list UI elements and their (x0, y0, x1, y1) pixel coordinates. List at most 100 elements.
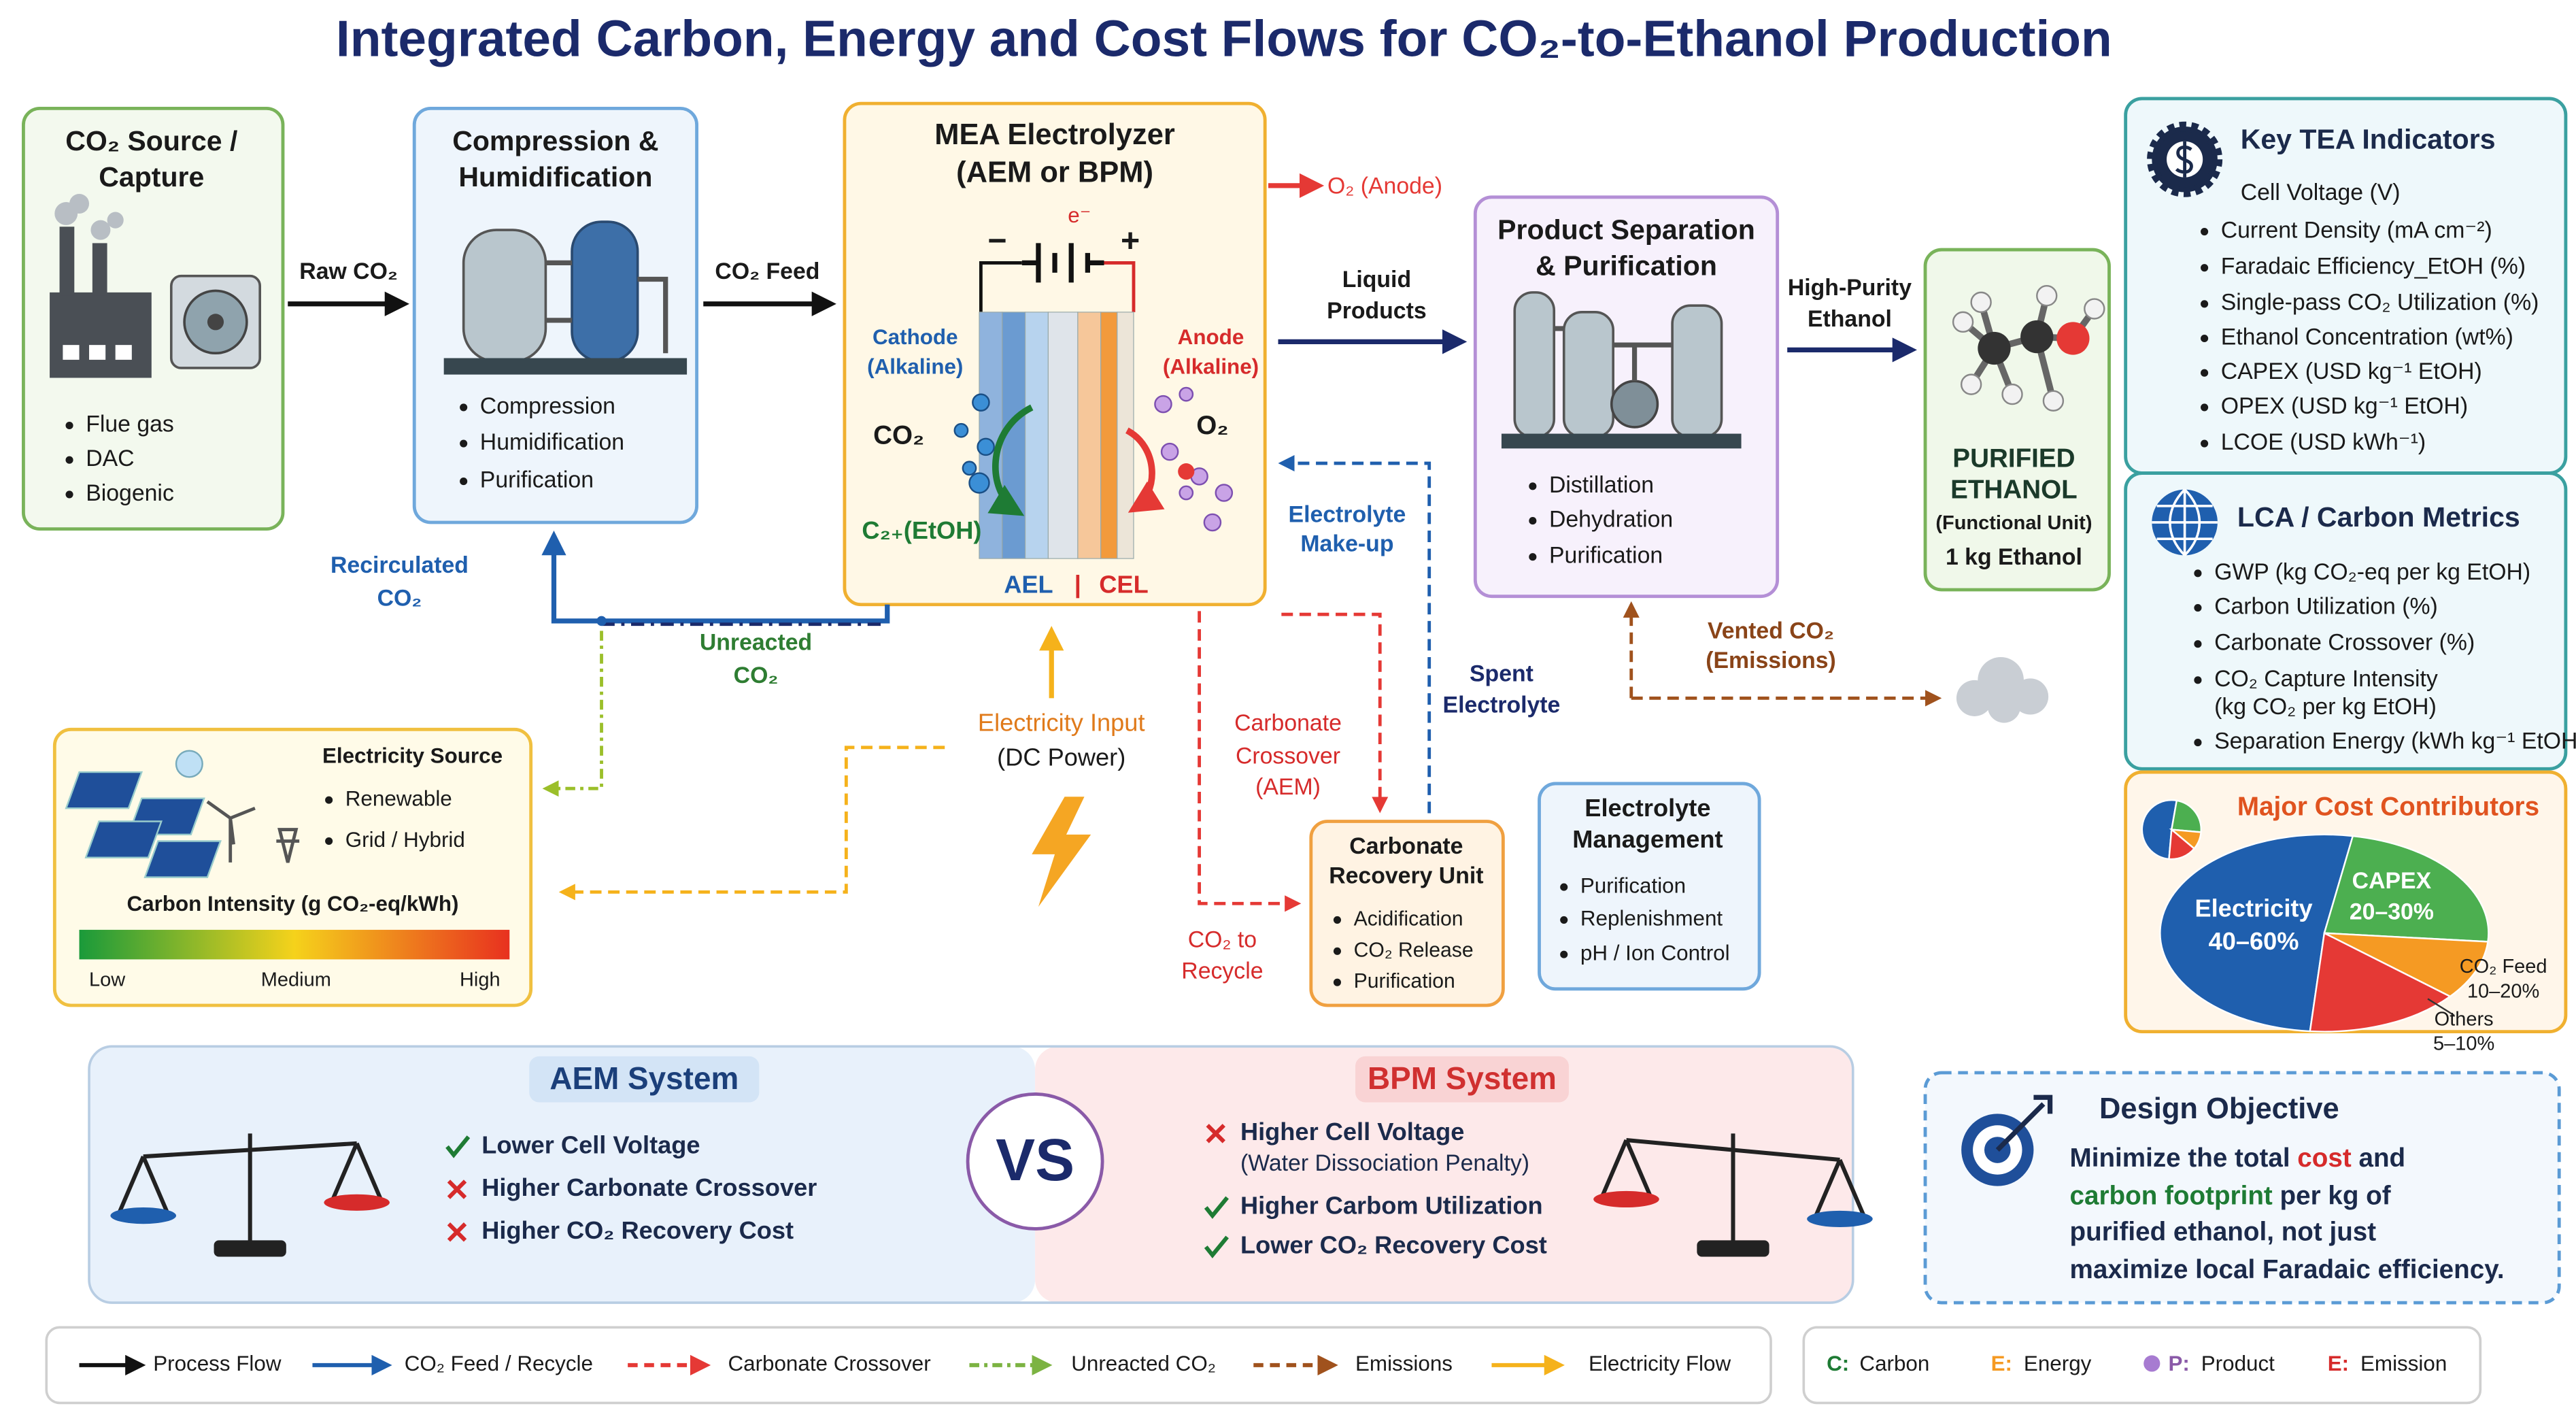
pie-icon (2168, 828, 2196, 860)
objective-span: per kg of (2273, 1182, 2391, 1211)
layer-label: CEL (1099, 571, 1148, 599)
atom-icon (1952, 311, 1974, 333)
box-title: Humidification (458, 161, 652, 193)
scale-pan (1593, 1190, 1659, 1208)
wire-icon (1104, 261, 1136, 312)
objective-span: and (2352, 1143, 2405, 1173)
comparison-item: Lower CO₂ Recovery Cost (1240, 1231, 1547, 1259)
column-icon (1562, 311, 1614, 439)
membrane-layer (1100, 312, 1118, 559)
scale-title: Carbon Intensity (g CO₂-eq/kWh) (126, 892, 458, 916)
label: OPEX (USD kg⁻¹ EtOH) (2221, 393, 2468, 419)
box-title: Management (1572, 825, 1723, 853)
bullet (1333, 978, 1342, 986)
bullet (1529, 553, 1537, 561)
layer-label: AEL (1004, 571, 1053, 599)
turbine-icon (206, 800, 300, 863)
bubble-icon (1215, 484, 1234, 502)
flow-arrow (1281, 612, 1389, 814)
box-title: LCA / Carbon Metrics (2237, 501, 2520, 533)
label: Purification (1549, 543, 1663, 569)
bpm-panel (1035, 1046, 1853, 1303)
source-box (22, 106, 285, 531)
layer-label: | (1074, 571, 1081, 599)
legend-label: Emissions (1355, 1352, 1453, 1375)
flow-label: Recycle (1181, 958, 1263, 984)
key-box (1802, 1326, 2482, 1405)
flow-label: Unreacted (700, 630, 812, 656)
check-icon (1204, 1196, 1229, 1219)
comparison-item: (Water Dissociation Penalty) (1240, 1150, 1529, 1176)
terminal-label: + (1121, 222, 1140, 259)
compression-box (412, 106, 699, 524)
flow-label: Products (1327, 298, 1426, 324)
system-title: AEM System (549, 1060, 739, 1096)
flow-label: CO₂ (734, 663, 779, 688)
bubble-icon (1178, 463, 1195, 480)
bullet (2201, 300, 2209, 308)
flow-label: Vented CO₂ (1708, 618, 1834, 644)
label: Current Density (mA cm⁻²) (2221, 217, 2492, 243)
scale-label: Low (89, 969, 125, 990)
target-arrow (1995, 1094, 2053, 1152)
atom-icon (1960, 373, 1982, 395)
membrane-layer (979, 312, 1003, 559)
bullet (1333, 947, 1342, 955)
bubble-icon (1179, 386, 1194, 402)
objective-line: maximize local Faradaic efficiency. (2070, 1255, 2505, 1284)
wire-icon (979, 261, 1022, 312)
lca-box (2124, 471, 2568, 771)
legend-box (45, 1326, 1772, 1405)
smoke-icon (69, 193, 90, 214)
box-title: Recovery Unit (1329, 863, 1483, 889)
box-title: Design Objective (2099, 1092, 2339, 1125)
label: Dehydration (1549, 507, 1673, 533)
label: Biogenic (86, 480, 174, 506)
legend-label: Carbonate Crossover (728, 1352, 930, 1375)
label: LCOE (USD kWh⁻¹) (2221, 429, 2426, 455)
label: CO₂ Capture Intensity (2214, 666, 2438, 692)
lightning-icon (1032, 797, 1091, 907)
flow-arrow (558, 746, 945, 901)
pie-label: CAPEX (2352, 868, 2432, 894)
atom-icon (2042, 390, 2065, 412)
key-letter: C: (1827, 1352, 1849, 1375)
box-title: Electrolyte (1584, 794, 1710, 822)
atom-icon (1978, 331, 2011, 365)
product-title: PURIFIED (1952, 444, 2075, 473)
key-label: Energy (2024, 1352, 2092, 1375)
box-title: CO₂ Source / (65, 125, 237, 156)
bullet (2201, 369, 2209, 377)
bullet (2194, 569, 2202, 578)
fan-icon (207, 314, 224, 331)
pie-slice (2323, 835, 2490, 943)
scale-base (214, 1240, 286, 1257)
bubble-icon (1160, 442, 1179, 461)
pump-icon (1610, 380, 1659, 429)
bullet (1529, 517, 1537, 525)
label: pH / Ion Control (1580, 941, 1730, 965)
smoke-icon (90, 220, 111, 240)
flow-label: Crossover (1236, 743, 1340, 769)
scale-pan (1807, 1210, 1873, 1228)
key-label: Carbon (1859, 1352, 1929, 1375)
pie-label: 5–10% (2433, 1033, 2494, 1055)
objective-span: carbon footprint (2070, 1182, 2273, 1211)
product-box (1923, 248, 2111, 592)
label: Carbon Utilization (%) (2214, 593, 2438, 619)
flow-label: (DC Power) (997, 743, 1125, 771)
electrolyte-management-box (1538, 782, 1761, 991)
bubble-icon (972, 393, 990, 412)
scale-base (1697, 1240, 1769, 1257)
label: Flue gas (86, 411, 174, 437)
vs-circle (966, 1092, 1104, 1231)
comparison-item: Lower Cell Voltage (481, 1131, 700, 1158)
terminal-label: − (987, 222, 1006, 259)
legend-label: Process Flow (153, 1352, 282, 1375)
bullet (2201, 439, 2209, 448)
flow-label: Liquid (1342, 267, 1411, 292)
cross-icon (1206, 1124, 1225, 1143)
bullet (460, 439, 468, 448)
check-icon (1204, 1235, 1229, 1258)
